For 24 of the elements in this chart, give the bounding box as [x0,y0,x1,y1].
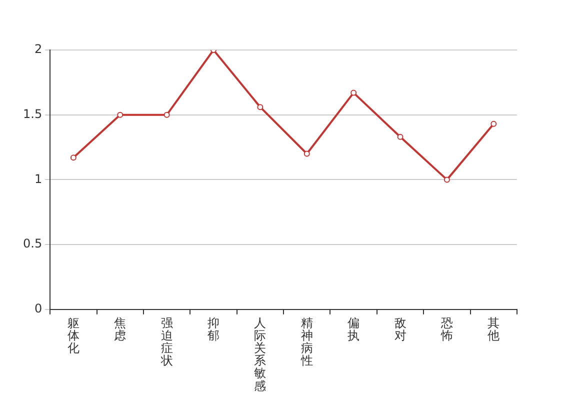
x-tick-label: 抑郁 [208,316,220,342]
point [257,104,264,110]
point [304,150,310,157]
x-tick-label: 强迫症状 [160,316,173,368]
y-tick-label: 1 [34,172,42,186]
x-tick-label: 敌对 [394,316,406,342]
y-tick-label: 2 [34,42,42,56]
x-tick-label: 精神病性 [300,316,313,368]
x-tick-label: 偏执 [348,316,360,342]
point [350,90,357,96]
x-tick-label: 人际关系敏感 [254,316,266,393]
y-tick-label: 0.5 [22,236,42,251]
x-tick-label: 其他 [488,316,500,342]
x-tick-label: 恐怖 [440,316,453,342]
y-tick-label: 1.5 [22,106,42,121]
x-tick-label: 躯体化 [67,316,80,356]
point [70,154,76,161]
x-tick-label: 焦虑 [114,316,126,342]
point [117,112,124,118]
point [490,120,497,127]
point [397,134,404,140]
point [444,176,450,183]
point [164,112,170,118]
y-tick-label: 0 [34,302,42,316]
